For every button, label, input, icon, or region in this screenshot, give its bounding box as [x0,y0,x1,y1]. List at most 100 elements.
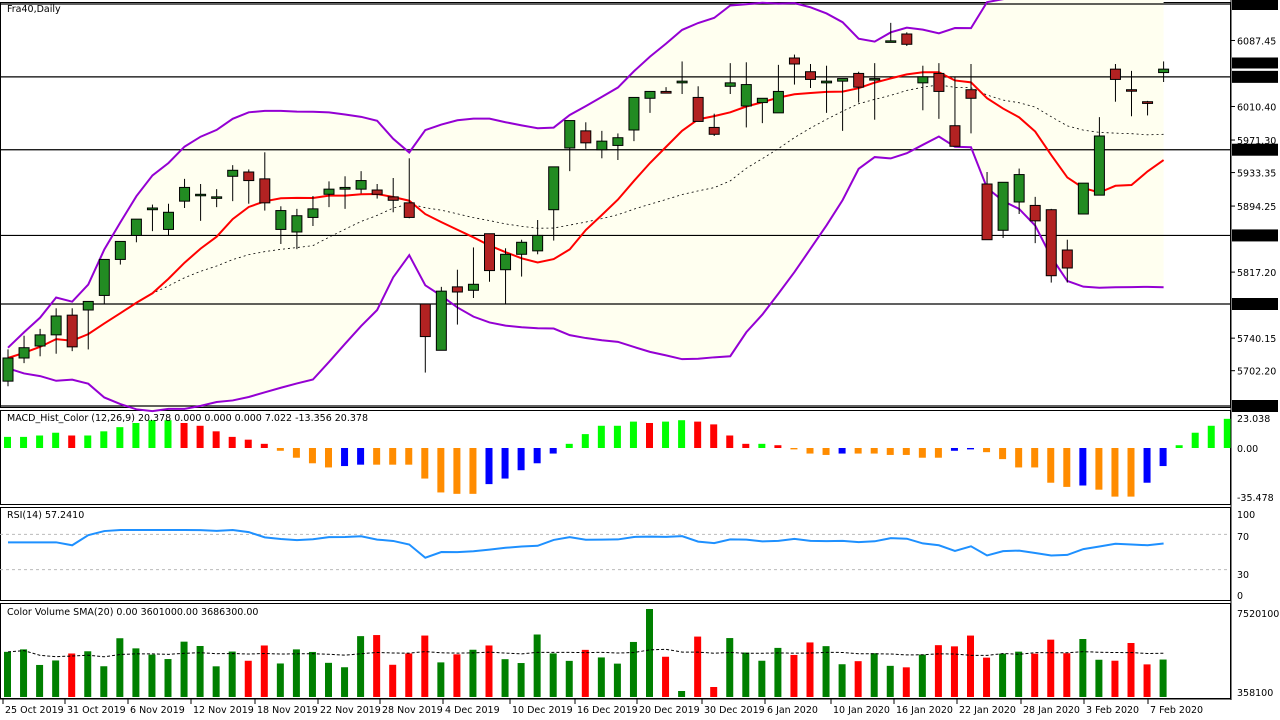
bearish-candle [1109,68,1121,80]
bullish-candle [724,82,736,87]
volume-bar [485,645,493,697]
bullish-candle [548,166,560,211]
rsi-axis-30: 30 [1237,570,1249,581]
bearish-candle [259,178,271,204]
x-axis-date-label: 6 Jan 2020 [767,705,818,716]
volume-bar [260,645,268,697]
macd-histogram-bar [260,443,268,448]
bullish-candle [676,80,688,84]
volume-bar [934,645,942,697]
x-axis-date-label: 3 Feb 2020 [1086,705,1139,716]
macd-histogram-bar [501,448,509,479]
bullish-candle [869,78,881,81]
macd-histogram-bar [132,422,140,448]
bearish-candle [660,90,672,94]
macd-histogram-bar [405,448,413,465]
bullish-candle [1158,68,1170,74]
volume-bar [52,660,60,697]
macd-histogram-bar [1143,448,1151,483]
bullish-candle [355,180,367,190]
volume-bar [1095,659,1103,697]
bullish-candle [1093,135,1105,196]
macd-histogram-bar [629,421,637,448]
price-pane[interactable] [0,0,1230,413]
volume-pane[interactable] [4,609,1167,697]
x-axis-date-label: 22 Jan 2020 [959,705,1016,716]
volume-bar [710,687,718,697]
macd-histogram-bar [533,448,541,464]
rsi-pane[interactable] [0,528,1230,571]
volume-bar [999,653,1007,697]
macd-histogram-bar [726,435,734,448]
macd-histogram-bar [742,443,750,448]
bullish-candle [821,80,833,84]
macd-histogram-bar [84,435,92,448]
macd-histogram-bar [934,448,942,458]
bullish-candle [500,253,512,271]
bullish-candle [885,40,897,43]
volume-bar [870,653,878,697]
volume-bar [228,651,236,697]
macd-histogram-bar [1095,448,1103,490]
bullish-candle [1013,174,1025,203]
macd-histogram-bar [646,422,653,448]
macd-axis-max: 23.038 [1237,414,1270,425]
bullish-candle [339,186,351,190]
macd-histogram-bar [116,427,124,448]
bullish-candle [756,97,768,104]
macd-histogram-bar [902,448,910,455]
rsi-pane-frame [0,507,1231,601]
price-level-box [1232,70,1278,83]
macd-histogram-bar [1191,432,1199,448]
bullish-candle [130,218,142,236]
macd-histogram-bar [341,448,349,467]
volume-bar [357,636,365,697]
macd-pane[interactable] [4,418,1231,497]
macd-histogram-bar [389,448,397,465]
volume-bar [164,659,172,697]
x-axis-date-label: 28 Jan 2020 [1023,705,1080,716]
bearish-candle [1126,89,1137,92]
volume-bar [341,667,349,697]
macd-histogram-bar [292,448,300,458]
bullish-candle [740,84,752,107]
price-level-box [1232,0,1278,10]
macd-histogram-bar [196,425,204,448]
volume-bar [629,641,637,697]
x-axis-date-label: 16 Dec 2019 [577,705,638,716]
volume-bar [597,657,605,697]
volume-bar [967,635,974,697]
macd-histogram-bar [758,443,766,448]
macd-histogram-bar [838,448,846,454]
bearish-candle [243,171,255,182]
rsi-axis-0: 0 [1237,591,1243,602]
bullish-candle [291,215,303,233]
price-tick-label: 5817.20 [1237,268,1276,279]
rsi-title: RSI(14) 57.2410 [7,510,85,521]
macd-histogram-bar [1175,445,1183,448]
volume-bar [36,664,44,697]
macd-histogram-bar [180,422,188,448]
volume-bar [694,636,702,697]
volume-bar [646,609,653,697]
bearish-candle [933,72,945,92]
volume-bar [4,651,11,697]
bullish-candle [163,211,174,230]
volume-bar [662,656,670,697]
bullish-candle [34,334,46,347]
macd-histogram-bar [68,435,76,448]
macd-histogram-bar [613,425,621,448]
macd-histogram-bar [806,448,814,454]
bullish-candle [628,96,640,131]
bullish-candle [997,181,1009,231]
macd-histogram-bar [1111,448,1119,497]
price-tick-label: 6087.45 [1237,36,1276,47]
bearish-candle [788,57,800,65]
bullish-candle [612,137,624,146]
volume-bar [68,653,76,697]
x-axis-date-label: 4 Dec 2019 [445,705,500,716]
bullish-candle [644,90,656,99]
macd-histogram-bar [774,445,782,448]
bullish-candle [532,234,544,252]
